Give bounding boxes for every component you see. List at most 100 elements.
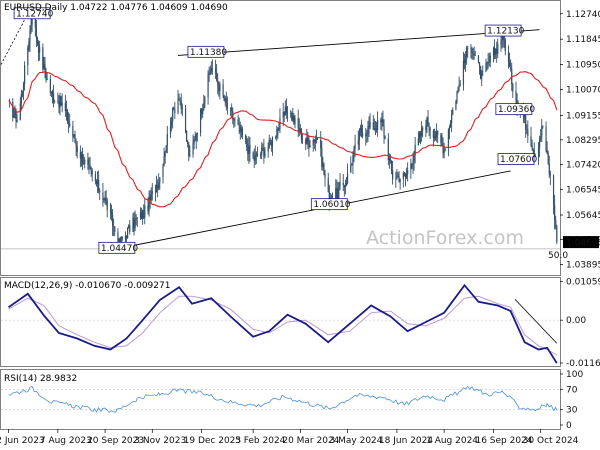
price-label-box — [98, 241, 136, 254]
candle-body — [447, 129, 450, 149]
candle-body — [134, 219, 136, 228]
rsi-line — [8, 385, 558, 413]
candle-body — [267, 147, 269, 152]
candle-body — [278, 128, 280, 129]
candles-layer — [8, 12, 558, 251]
candle-body — [322, 164, 324, 167]
candle-body — [76, 146, 78, 152]
candle-body — [150, 193, 152, 201]
candle-body — [103, 199, 105, 200]
candle-body — [343, 185, 345, 188]
trendlines-layer: 50.0 — [0, 13, 568, 261]
candle-body — [458, 84, 460, 87]
candle-body — [67, 121, 70, 124]
macd-trendline — [514, 298, 558, 344]
candle-body — [225, 98, 227, 104]
candle-body — [169, 125, 172, 134]
candle-body — [342, 182, 344, 186]
candle-body — [339, 182, 341, 187]
price-label-text: 1.12740 — [16, 9, 53, 19]
candle-body — [277, 128, 279, 135]
candle-body — [390, 160, 393, 171]
candle-body — [457, 86, 459, 93]
candle-body — [290, 113, 292, 114]
candle-body — [275, 137, 277, 138]
candle-body — [464, 58, 467, 63]
candle-body — [459, 84, 461, 86]
candle-body — [381, 119, 383, 123]
candle-body — [238, 124, 240, 126]
candle-body — [368, 125, 370, 128]
candle-body — [248, 144, 250, 155]
candle-body — [60, 96, 62, 106]
candle-body — [413, 154, 415, 161]
candle-body — [442, 144, 444, 153]
candle-body — [104, 197, 106, 200]
candle-body — [309, 145, 311, 147]
candle-body — [495, 48, 497, 55]
candle-body — [117, 232, 119, 248]
candle-body — [202, 109, 204, 115]
candle-body — [372, 122, 374, 130]
date-tick-label: 3 May 2024 — [330, 436, 383, 446]
candle-body — [350, 164, 352, 173]
price-tick-label: 1.09155 — [566, 111, 600, 121]
candle-body — [375, 128, 378, 130]
candle-body — [548, 163, 550, 175]
candle-body — [510, 66, 512, 69]
candle-body — [440, 134, 442, 143]
candle-body — [106, 200, 108, 210]
candle-body — [194, 139, 196, 141]
price-label-box — [495, 103, 533, 116]
candle-body — [179, 99, 181, 102]
candle-body — [36, 38, 39, 44]
candle-body — [428, 125, 430, 129]
candle-body — [253, 158, 255, 161]
candle-body — [500, 41, 502, 45]
candle-body — [184, 108, 187, 131]
candle-body — [208, 73, 210, 75]
candle-body — [233, 119, 235, 121]
candle-body — [418, 132, 421, 139]
candle-body — [389, 158, 392, 161]
candle-body — [291, 113, 293, 121]
price-label-text: 1.11380 — [190, 48, 227, 58]
macd-tick-label: 0.010597 — [566, 277, 600, 287]
candle-body — [353, 148, 355, 156]
candle-body — [214, 68, 217, 73]
candle-body — [217, 80, 219, 85]
candle-body — [463, 60, 466, 63]
candle-body — [540, 136, 542, 140]
candle-body — [474, 55, 476, 56]
candle-body — [83, 163, 85, 165]
candle-body — [57, 101, 59, 103]
candle-body — [525, 114, 527, 130]
candle-body — [523, 114, 526, 118]
candle-body — [45, 73, 47, 80]
price-label-box — [497, 153, 535, 165]
candle-body — [240, 128, 242, 133]
candle-body — [539, 139, 541, 148]
candle-body — [139, 211, 142, 218]
macd-panel-frame — [0, 277, 561, 367]
candle-body — [39, 47, 41, 53]
candle-body — [223, 95, 225, 101]
candle-body — [135, 218, 137, 220]
candle-body — [323, 164, 325, 174]
candle-body — [531, 145, 533, 149]
main-panel-frame — [0, 0, 561, 276]
candle-body — [298, 127, 300, 133]
candle-body — [98, 179, 100, 191]
candle-body — [541, 126, 543, 137]
candle-body — [157, 185, 159, 189]
candle-body — [49, 78, 51, 93]
candle-body — [324, 173, 326, 179]
candle-body — [88, 164, 90, 166]
candle-body — [264, 151, 266, 157]
candle-body — [128, 225, 130, 229]
candle-body — [284, 106, 286, 116]
candle-body — [493, 47, 496, 55]
candle-body — [261, 147, 263, 155]
candle-body — [237, 119, 239, 125]
candle-body — [129, 225, 131, 232]
